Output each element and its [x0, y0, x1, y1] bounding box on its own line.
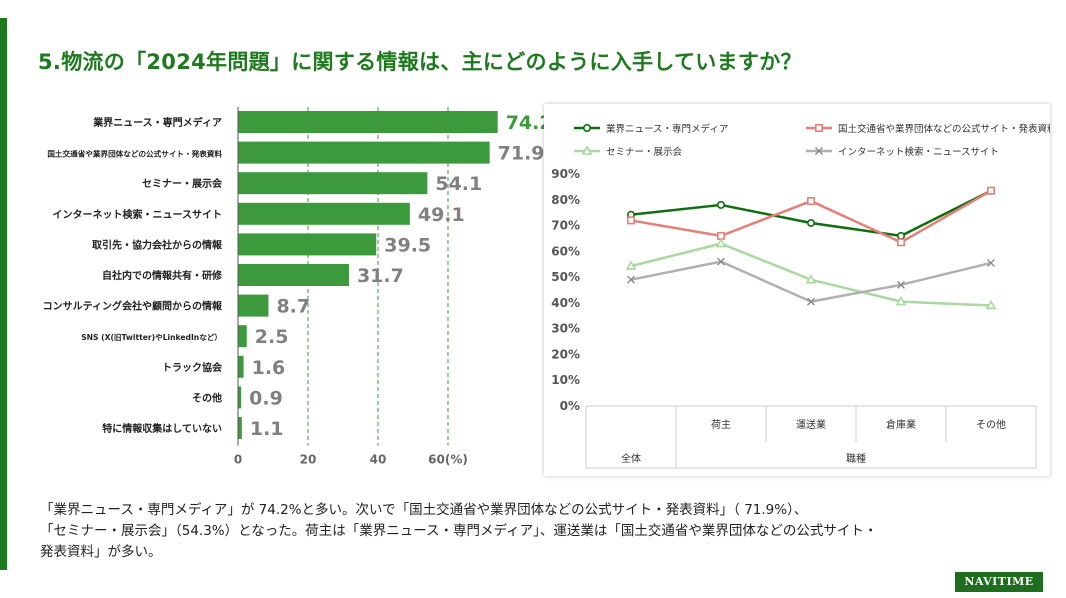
series-4-point — [807, 297, 815, 306]
line-y-tick-label: 0% — [560, 399, 580, 413]
series-2-point — [986, 186, 995, 195]
line-chart-panel: 業界ニュース・専門メディア 国土交通省や業界団体などの公式サイト・発表資料セミナー… — [544, 104, 1050, 476]
bar-6 — [238, 264, 349, 286]
bar-value-label: 1.1 — [250, 418, 284, 440]
series-4-point — [897, 280, 905, 289]
bar-11 — [238, 417, 242, 439]
bar-category-label: 国土交通省や業界団体などの公式サイト・発表資料 — [47, 149, 222, 159]
series-4-point — [987, 258, 995, 267]
bar-value-label: 39.5 — [384, 234, 431, 256]
bar-x-tick-label: 40 — [370, 453, 387, 467]
series-1-point — [896, 231, 905, 240]
line-chart: 業界ニュース・専門メディア 国土交通省や業界団体などの公式サイト・発表資料セミナー… — [551, 123, 1050, 469]
legend-label-1: 業界ニュース・専門メディア — [606, 123, 728, 135]
bar-value-label: 8.7 — [276, 296, 310, 318]
series-1-point — [806, 218, 815, 227]
bar-7 — [238, 294, 269, 317]
line-y-tick-label: 40% — [551, 296, 580, 310]
bar-9 — [238, 355, 244, 378]
line-y-tick-label: 30% — [551, 322, 580, 336]
bar-value-label: 54.1 — [435, 173, 482, 195]
summary-text: 「業界ニュース・専門メディア」が 74.2%と多い。次いで「国土交通省や業界団体… — [40, 500, 1000, 563]
series-2-point — [627, 216, 636, 225]
line-y-tick-label: 50% — [551, 270, 580, 284]
bar-category-label: SNS (X(旧Twitter)やLinkedInなど） — [81, 332, 222, 342]
bar-2 — [238, 141, 490, 164]
left-accent-bar — [0, 18, 7, 570]
series-2-point — [896, 238, 905, 247]
bar-value-label: 1.6 — [252, 357, 286, 379]
bar-x-tick-label: 0 — [234, 453, 242, 467]
line-x-category-label: 運送業 — [796, 418, 826, 431]
bar-category-label: その他 — [192, 391, 222, 404]
bar-10 — [238, 386, 242, 409]
line-y-tick-label: 20% — [551, 347, 580, 361]
bar-value-label: 2.5 — [255, 326, 289, 348]
legend-marker-3 — [581, 145, 593, 155]
bar-value-label: 74.2 — [506, 112, 544, 134]
bar-category-label: 自社内での情報共有・研修 — [102, 269, 223, 282]
line-x-group-label: 職種 — [846, 452, 866, 465]
bar-5 — [238, 233, 377, 256]
series-4-point — [717, 257, 725, 266]
series-3-point — [715, 237, 727, 248]
line-x-category-label: その他 — [976, 418, 1006, 431]
legend-marker-4 — [815, 147, 823, 155]
line-y-tick-label: 70% — [551, 219, 580, 233]
bar-category-label: 取引先・協力会社からの情報 — [92, 238, 223, 251]
series-3-point — [895, 295, 907, 306]
bar-category-label: 業界ニュース・専門メディア — [92, 116, 222, 129]
line-y-tick-label: 90% — [551, 167, 580, 181]
bar-8 — [238, 325, 247, 348]
series-3-point — [625, 260, 637, 270]
series-3-point — [805, 274, 817, 284]
bar-value-label: 31.7 — [357, 265, 404, 287]
bar-category-label: インターネット検索・ニュースサイト — [53, 208, 223, 221]
bar-value-label: 71.9 — [498, 143, 544, 165]
line-y-tick-label: 60% — [551, 244, 580, 258]
series-4-point — [627, 275, 635, 284]
line-y-tick-label: 80% — [551, 193, 580, 207]
bar-x-tick-label: 60(%) — [428, 453, 468, 467]
legend-label-4: インターネット検索・ニュースサイト — [838, 146, 999, 158]
page-title: 5.物流の「2024年問題」に関する情報は、主にどのように入手していますか？ — [38, 50, 802, 74]
bar-category-label: セミナー・展示会 — [142, 177, 222, 190]
legend-label-2: 国土交通省や業界団体などの公式サイト・発表資料 — [838, 123, 1050, 135]
bar-value-label: 49.1 — [418, 204, 465, 226]
series-1-point — [717, 200, 726, 209]
line-y-tick-label: 10% — [551, 373, 580, 387]
navitime-logo: NAVITIME — [955, 572, 1043, 592]
series-2-point — [806, 197, 815, 206]
summary-line-3: 発表資料」が多い。 — [40, 544, 162, 560]
bar-category-label: コンサルティング会社や顧問からの情報 — [43, 300, 223, 313]
bar-3 — [238, 172, 428, 195]
bar-value-label: 0.9 — [249, 387, 283, 409]
line-x-category-label: 倉庫業 — [886, 418, 916, 431]
line-x-category-label: 荷主 — [711, 419, 731, 431]
bar-4 — [238, 202, 410, 225]
summary-line-2: 「セミナー・展示会」（54.3%）となった。荷主は「業界ニュース・専門メディア」… — [40, 523, 878, 539]
bar-chart: 0 20 40 60(%) 業界ニュース・専門メディア 74.2 国土交通省や業界団体などの… — [43, 107, 544, 467]
legend-marker-1 — [582, 123, 591, 132]
series-3-point — [985, 299, 997, 310]
summary-line-1: 「業界ニュース・専門メディア」が 74.2%と多い。次いで「国土交通省や業界団体… — [40, 502, 808, 518]
line-x-group-label: 全体 — [621, 452, 641, 465]
bar-category-label: 特に情報収集はしていない — [102, 422, 222, 435]
bar-x-tick-label: 20 — [300, 453, 317, 467]
legend-marker-2 — [814, 123, 823, 132]
bar-category-label: トラック協会 — [162, 361, 222, 374]
bar-1 — [238, 111, 498, 133]
legend-label-3: セミナー・展示会 — [606, 146, 683, 158]
